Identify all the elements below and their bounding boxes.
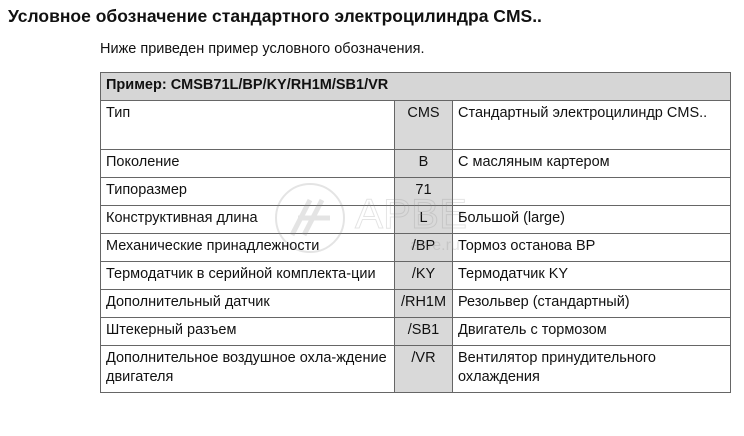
table-row: Поколение B С масляным картером: [100, 149, 731, 178]
row-code: /BP: [394, 233, 453, 262]
row-description: Стандартный электроцилиндр CMS..: [452, 100, 731, 150]
row-code: 71: [394, 177, 453, 206]
row-name: Штекерный разъем: [100, 317, 395, 346]
row-code: /VR: [394, 345, 453, 393]
row-description: Двигатель с тормозом: [452, 317, 731, 346]
row-code: /RH1M: [394, 289, 453, 318]
row-description: Вентилятор принудительного охлаждения: [452, 345, 731, 393]
row-code: B: [394, 149, 453, 178]
row-code: CMS: [394, 100, 453, 150]
row-name: Типоразмер: [100, 177, 395, 206]
row-name: Тип: [100, 100, 395, 150]
table-row: Термодатчик в серийной комплекта-ции/KY Т…: [100, 261, 731, 290]
intro-text: Ниже приведен пример условного обозначен…: [100, 41, 425, 57]
row-name: Конструктивная длина: [100, 205, 395, 234]
row-code: L: [394, 205, 453, 234]
row-description: Резольвер (стандартный): [452, 289, 731, 318]
table-row: Дополнительное воздушное охла-ждение дви…: [100, 345, 731, 393]
row-description: Тормоз останова BP: [452, 233, 731, 262]
table-row: Дополнительный датчик/RH1M Резольвер (ста…: [100, 289, 731, 318]
row-name: Дополнительное воздушное охла-ждение дви…: [100, 345, 395, 393]
row-name: Механические принадлежности: [100, 233, 395, 262]
designation-table: Пример: CMSB71L/BP/KY/RH1M/SB1/VR Тип CMS…: [100, 72, 731, 393]
table-row: Конструктивная длина L Большой (large): [100, 205, 731, 234]
table-row: Типоразмер 71: [100, 177, 731, 206]
example-header: Пример: CMSB71L/BP/KY/RH1M/SB1/VR: [100, 72, 731, 101]
row-description: С масляным картером: [452, 149, 731, 178]
row-code: /KY: [394, 261, 453, 290]
row-description: Термодатчик KY: [452, 261, 731, 290]
table-row: Тип CMS Стандартный электроцилиндр CMS..: [100, 100, 731, 150]
row-code: /SB1: [394, 317, 453, 346]
page-title: Условное обозначение стандартного электр…: [8, 6, 542, 26]
row-name: Поколение: [100, 149, 395, 178]
table-row: Механические принадлежности/BP Тормоз ост…: [100, 233, 731, 262]
table-row: Штекерный разъем/SB1 Двигатель с тормозом: [100, 317, 731, 346]
row-name: Дополнительный датчик: [100, 289, 395, 318]
row-name: Термодатчик в серийной комплекта-ции: [100, 261, 395, 290]
row-description: [452, 177, 731, 206]
row-description: Большой (large): [452, 205, 731, 234]
